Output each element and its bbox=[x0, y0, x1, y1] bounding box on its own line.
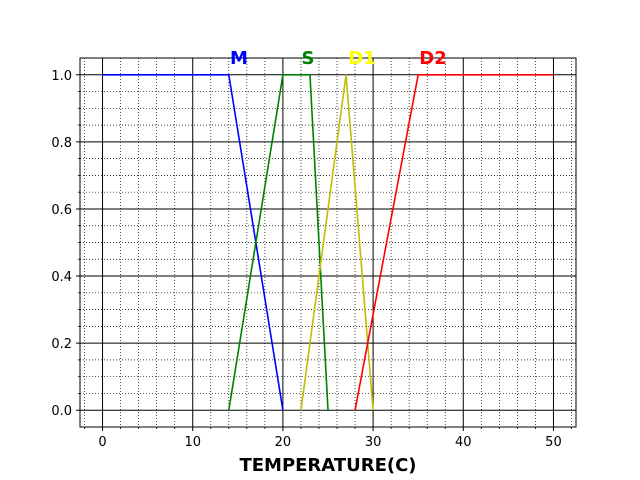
minor-grid bbox=[80, 58, 576, 427]
series-lines bbox=[102, 73, 554, 411]
x-tick-label: 50 bbox=[545, 435, 562, 450]
y-tick-label: 0.6 bbox=[51, 203, 72, 218]
series-line-d2 bbox=[354, 73, 554, 411]
axis-ticks bbox=[76, 74, 572, 431]
y-tick-label: 0.4 bbox=[51, 270, 72, 285]
y-tick-label: 0.8 bbox=[51, 136, 72, 151]
x-tick-label: 30 bbox=[365, 435, 382, 450]
series-line-s bbox=[228, 73, 329, 411]
series-label-d1: D1 bbox=[348, 48, 375, 69]
plot-frame bbox=[79, 57, 577, 428]
series-line-d1 bbox=[300, 74, 374, 411]
x-tick-label: 20 bbox=[275, 435, 292, 450]
tick-labels: 0 10 20 30 40 50 0.0 0.2 0.4 0.6 0.8 1.0 bbox=[51, 69, 561, 450]
y-tick-label: 0.0 bbox=[51, 404, 72, 419]
major-grid bbox=[80, 58, 576, 427]
x-tick-label: 0 bbox=[98, 435, 106, 450]
x-tick-label: 40 bbox=[455, 435, 472, 450]
x-tick-label: 10 bbox=[184, 435, 201, 450]
y-tick-label: 1.0 bbox=[51, 69, 72, 84]
y-tick-label: 0.2 bbox=[51, 337, 72, 352]
series-label-s: S bbox=[302, 48, 315, 69]
series-label-m: M bbox=[230, 48, 248, 69]
x-axis-title: TEMPERATURE(C) bbox=[239, 455, 416, 476]
series-labels: M S D1 D2 bbox=[230, 48, 447, 69]
series-label-d2: D2 bbox=[419, 48, 446, 69]
series-line-m bbox=[102, 73, 284, 411]
